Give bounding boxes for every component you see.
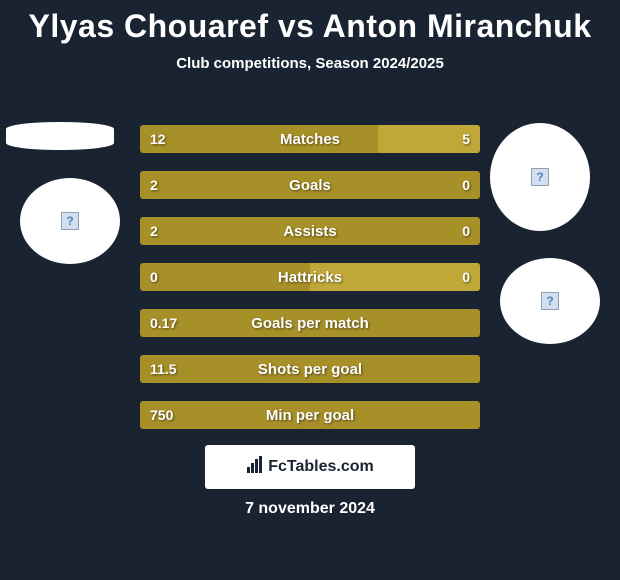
stat-label: Assists <box>140 223 480 240</box>
value-right: 5 <box>462 131 470 147</box>
stat-label: Min per goal <box>140 407 480 424</box>
comparison-bars: 12Matches52Goals02Assists00Hattricks00.1… <box>140 125 480 447</box>
site-logo: FcTables.com <box>205 445 415 489</box>
stat-label: Goals per match <box>140 315 480 332</box>
date-label: 7 november 2024 <box>0 500 620 518</box>
stat-row-assists: 2Assists0 <box>140 217 480 245</box>
stat-label: Shots per goal <box>140 361 480 378</box>
stat-row-goals: 2Goals0 <box>140 171 480 199</box>
player-badge-3: ? <box>500 258 600 344</box>
placeholder-icon: ? <box>541 292 559 310</box>
placeholder-icon: ? <box>531 168 549 186</box>
stat-row-goals-per-match: 0.17Goals per match <box>140 309 480 337</box>
stat-label: Matches <box>140 131 480 148</box>
player-badge-2: ? <box>490 123 590 231</box>
stat-row-hattricks: 0Hattricks0 <box>140 263 480 291</box>
stat-row-min-per-goal: 750Min per goal <box>140 401 480 429</box>
chart-icon <box>246 456 264 479</box>
value-right: 0 <box>462 177 470 193</box>
placeholder-icon: ? <box>61 212 79 230</box>
logo-text: FcTables.com <box>268 458 374 476</box>
stat-row-matches: 12Matches5 <box>140 125 480 153</box>
player-badge-1: ? <box>20 178 120 264</box>
stat-row-shots-per-goal: 11.5Shots per goal <box>140 355 480 383</box>
player-badge-0 <box>6 122 114 150</box>
stat-label: Goals <box>140 177 480 194</box>
stat-label: Hattricks <box>140 269 480 286</box>
value-right: 0 <box>462 223 470 239</box>
value-right: 0 <box>462 269 470 285</box>
page-title: Ylyas Chouaref vs Anton Miranchuk <box>0 0 620 45</box>
page-subtitle: Club competitions, Season 2024/2025 <box>0 55 620 72</box>
